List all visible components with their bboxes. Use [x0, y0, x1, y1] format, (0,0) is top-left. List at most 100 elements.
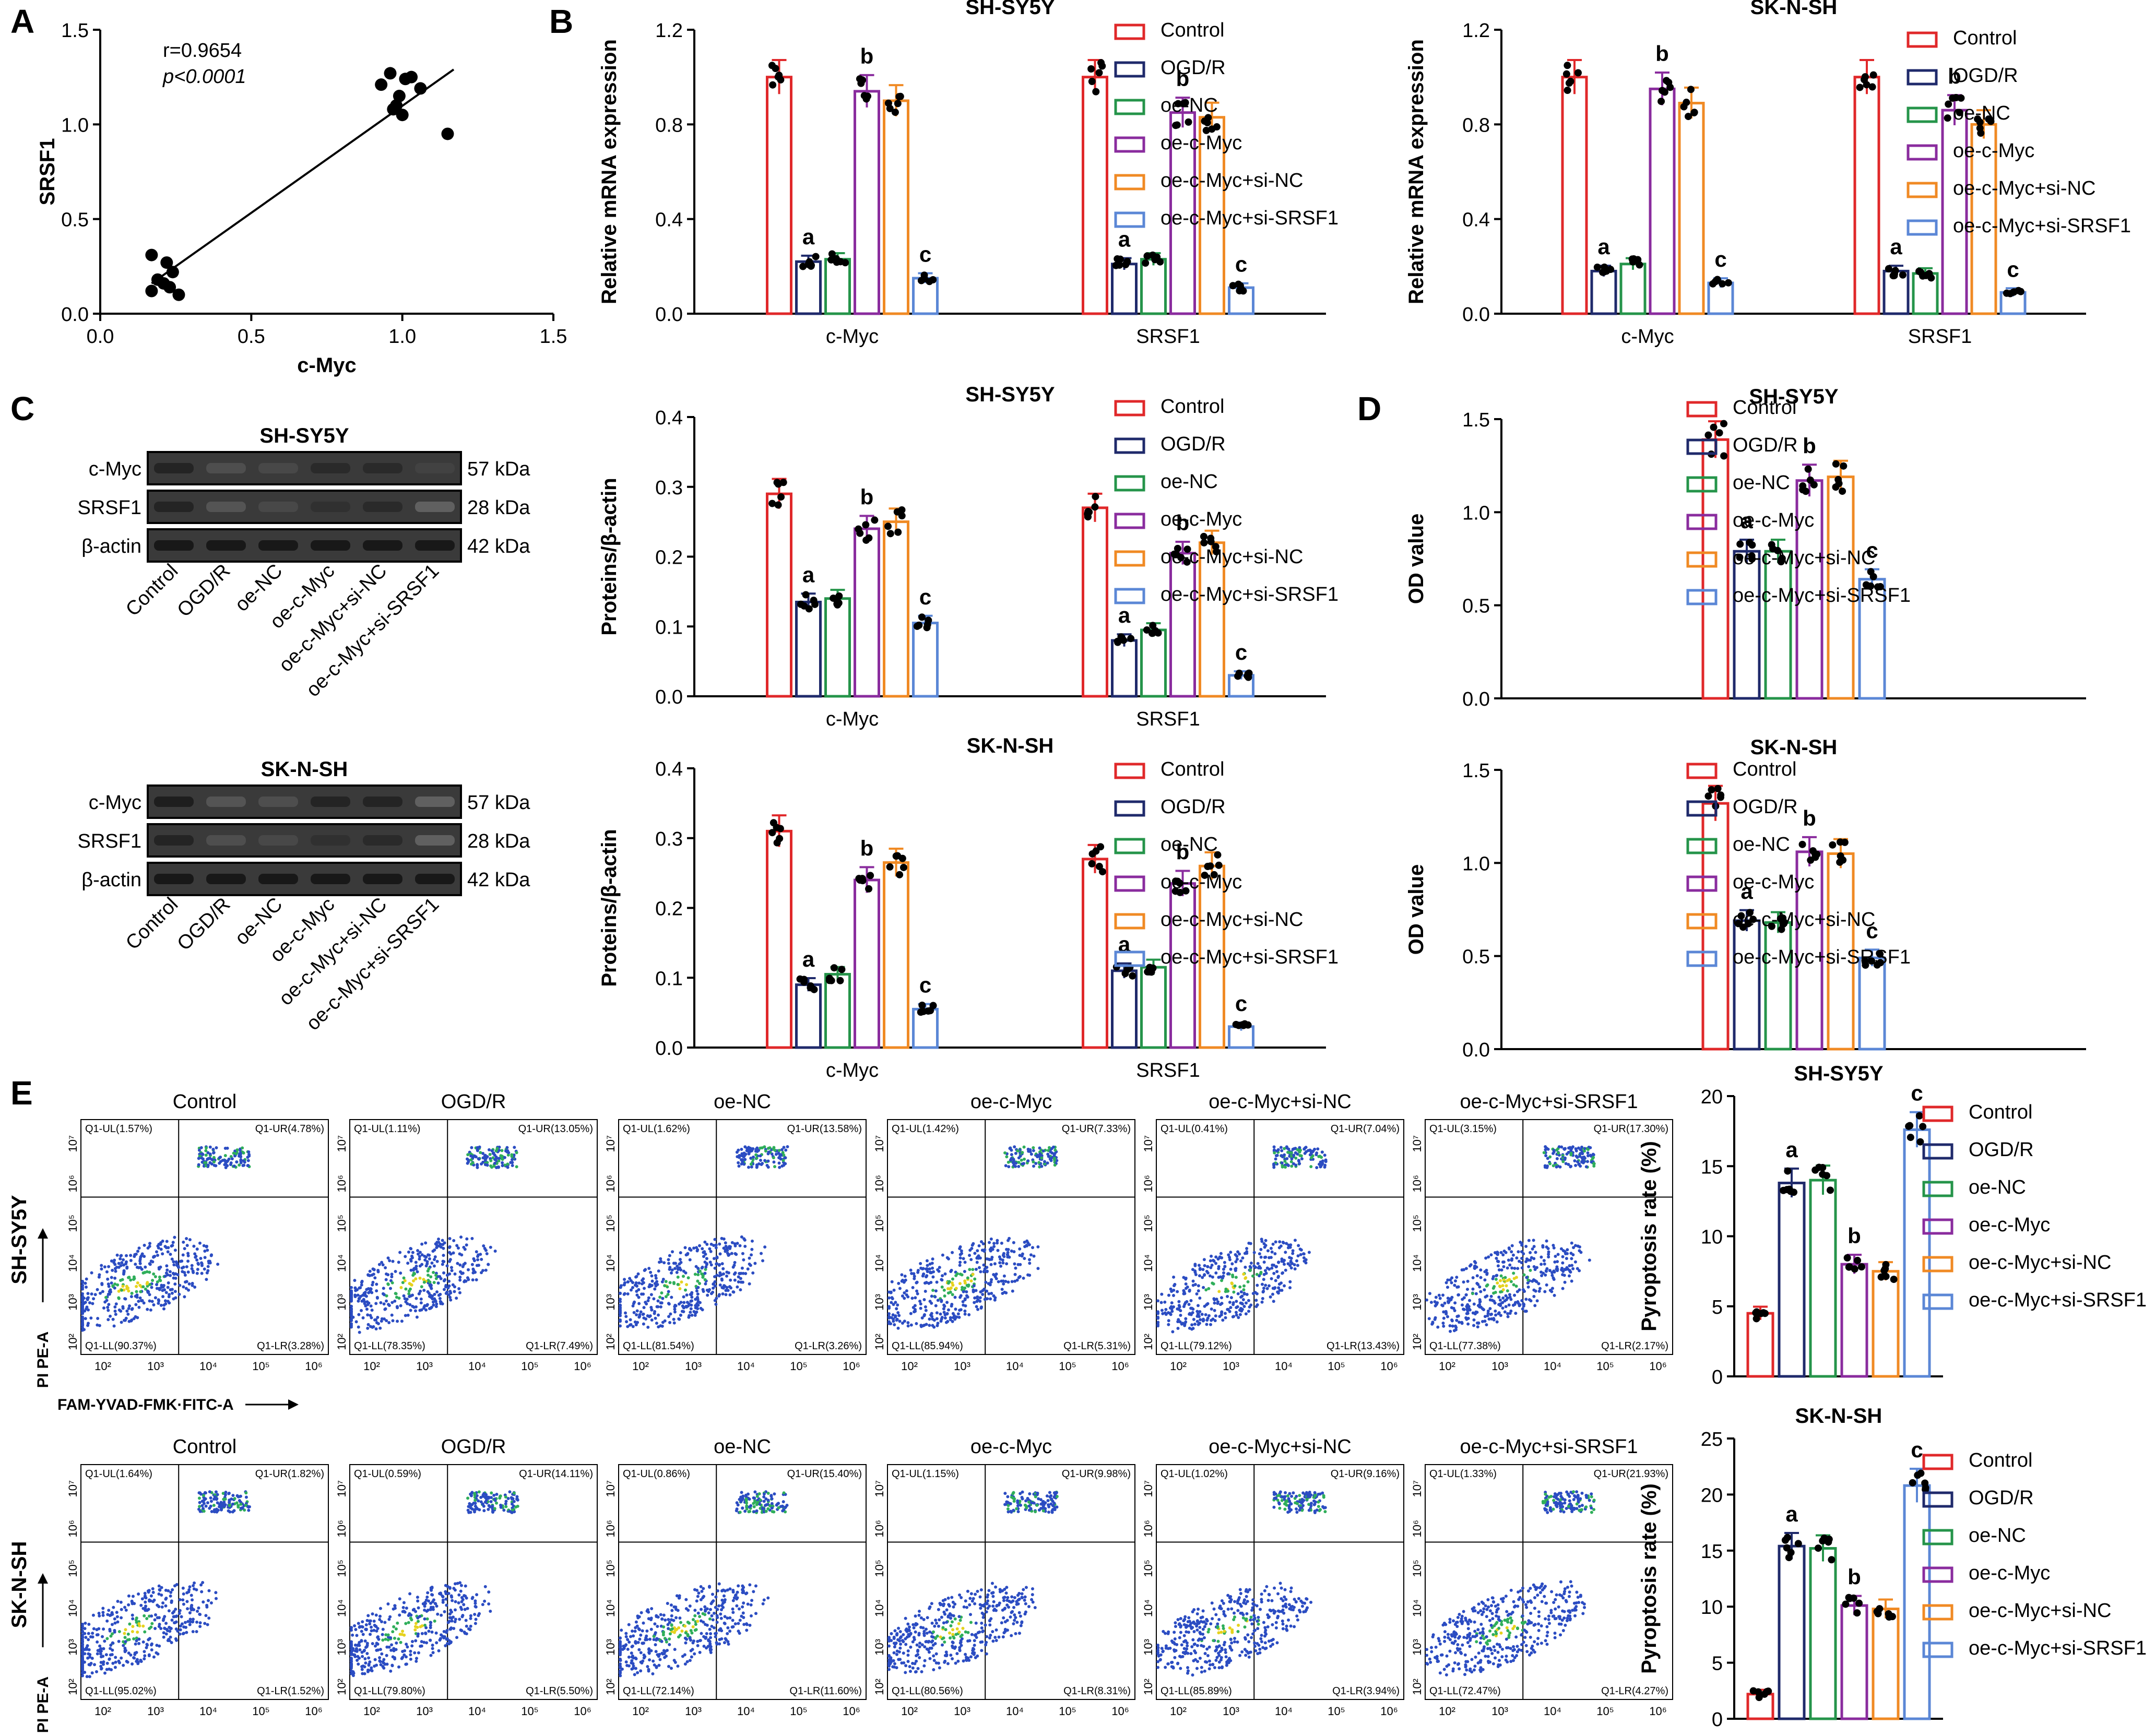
- event-dot: [111, 1284, 115, 1288]
- event-dot: [430, 1261, 434, 1265]
- event-dot: [1224, 1290, 1227, 1293]
- event-dot: [730, 1241, 734, 1244]
- event-dot: [1049, 1150, 1052, 1154]
- event-dot: [928, 1324, 931, 1327]
- event-dot: [1279, 1244, 1283, 1248]
- event-dot: [89, 1661, 93, 1665]
- data-point: [1149, 622, 1157, 629]
- event-dot: [1524, 1298, 1528, 1301]
- significance-letter: b: [860, 44, 874, 68]
- quadrant-ur: Q1-UR(1.82%): [255, 1468, 324, 1480]
- event-dot: [104, 1653, 108, 1657]
- flow-y-tick: 10²: [335, 1334, 348, 1350]
- event-dot: [120, 1656, 123, 1660]
- event-dot: [963, 1270, 966, 1274]
- event-dot: [81, 1280, 84, 1284]
- event-dot: [1000, 1288, 1004, 1291]
- event-dot: [1264, 1239, 1268, 1242]
- event-dot: [386, 1282, 390, 1286]
- data-point: [1127, 635, 1135, 643]
- legend-entry: oe-c-Myc+si-NC: [1969, 1252, 2111, 1274]
- event-dot: [782, 1154, 786, 1157]
- event-dot: [973, 1277, 977, 1281]
- event-dot: [658, 1295, 662, 1299]
- event-dot: [724, 1241, 727, 1245]
- event-dot: [1460, 1303, 1464, 1307]
- significance-letter: a: [1597, 234, 1610, 259]
- event-dot: [777, 1149, 781, 1152]
- event-dot: [164, 1271, 168, 1275]
- event-dot: [1286, 1163, 1289, 1167]
- event-dot: [667, 1315, 671, 1318]
- event-dot: [103, 1671, 106, 1675]
- event-dot: [179, 1628, 182, 1632]
- event-dot: [740, 1266, 744, 1270]
- event-dot: [937, 1269, 941, 1273]
- significance-letter: b: [1176, 66, 1190, 91]
- event-dot: [958, 1264, 962, 1267]
- event-dot: [657, 1313, 660, 1317]
- event-dot: [462, 1263, 466, 1266]
- event-dot: [152, 1303, 156, 1307]
- data-point: [1683, 99, 1690, 106]
- bar: [883, 99, 909, 315]
- event-dot: [86, 1292, 90, 1295]
- event-dot: [1541, 1245, 1545, 1249]
- data-point: [1780, 920, 1787, 928]
- event-dot: [919, 1325, 923, 1328]
- legend-entry: oe-c-Myc+si-NC: [1161, 909, 1303, 931]
- event-dot: [409, 1309, 412, 1312]
- event-dot: [729, 1278, 732, 1282]
- bar: [1778, 1181, 1806, 1378]
- flow-x-tick: 10²: [1170, 1360, 1187, 1373]
- event-dot: [408, 1287, 412, 1291]
- event-dot: [138, 1283, 142, 1287]
- data-point: [1095, 69, 1103, 77]
- event-dot: [471, 1161, 475, 1165]
- event-dot: [106, 1282, 110, 1286]
- event-dot: [958, 1245, 962, 1249]
- quadrant-lr: Q1-LR(7.49%): [526, 1340, 593, 1352]
- event-dot: [212, 1151, 216, 1155]
- event-dot: [940, 1285, 944, 1289]
- event-dot: [909, 1312, 913, 1315]
- event-dot: [151, 1279, 155, 1282]
- event-dot: [471, 1271, 475, 1275]
- event-dot: [1508, 1293, 1511, 1297]
- data-point: [1092, 847, 1100, 855]
- event-dot: [139, 1603, 143, 1607]
- event-dot: [114, 1656, 117, 1659]
- event-dot: [1466, 1322, 1470, 1326]
- data-point: [1213, 123, 1221, 131]
- data-point: [1704, 792, 1712, 800]
- blot-strip: [147, 490, 462, 524]
- flow-y-tick: 10²: [873, 1334, 886, 1350]
- event-dot: [1316, 1147, 1320, 1151]
- significance-letter: c: [1911, 1437, 1923, 1462]
- legend-swatch: [1686, 763, 1718, 779]
- chart-title: SK-N-SH: [1750, 0, 1838, 19]
- event-dot: [1513, 1293, 1517, 1297]
- bar: [1082, 76, 1108, 315]
- event-dot: [448, 1236, 452, 1240]
- event-dot: [971, 1273, 975, 1276]
- event-dot: [84, 1301, 87, 1304]
- x-tick-label: 0.5: [238, 326, 265, 348]
- event-dot: [130, 1318, 134, 1322]
- event-dot: [191, 1598, 194, 1602]
- event-dot: [976, 1307, 980, 1311]
- event-dot: [743, 1158, 747, 1161]
- event-dot: [721, 1292, 725, 1295]
- event-dot: [110, 1276, 113, 1279]
- data-point: [894, 100, 902, 108]
- event-dot: [1284, 1166, 1287, 1169]
- event-dot: [890, 1301, 893, 1304]
- blot-band: [206, 540, 246, 551]
- event-dot: [203, 1491, 207, 1494]
- event-dot: [985, 1266, 989, 1269]
- event-dot: [1573, 1260, 1577, 1264]
- event-dot: [162, 1631, 165, 1635]
- event-dot: [924, 1309, 928, 1312]
- event-dot: [1193, 1263, 1197, 1266]
